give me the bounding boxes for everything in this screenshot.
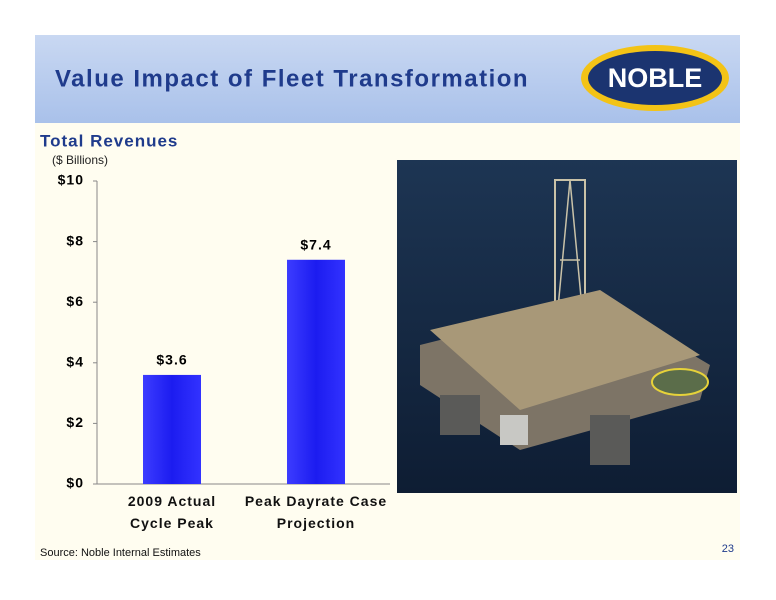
- value-label: $7.4: [300, 236, 331, 252]
- y-tick-label: $0: [66, 475, 84, 491]
- y-tick-label: $8: [66, 232, 84, 248]
- page-number: 23: [722, 543, 734, 555]
- y-tick-label: $4: [66, 354, 84, 370]
- logo-text: NOBLE: [608, 63, 703, 93]
- bar: [287, 259, 345, 484]
- y-tick-label: $2: [66, 414, 84, 430]
- chart-title: Total Revenues: [40, 131, 178, 150]
- x-tick-label: 2009 Actual Cycle Peak: [127, 493, 217, 531]
- x-tick-label: Peak Dayrate Case Projection: [244, 493, 388, 531]
- y-tick-label: $10: [58, 172, 84, 188]
- chart-subtitle: ($ Billions): [52, 153, 108, 167]
- logo: NOBLE: [581, 45, 729, 111]
- bar: [143, 374, 201, 484]
- value-label: $3.6: [156, 352, 187, 368]
- y-tick-label: $6: [66, 293, 84, 309]
- slide-title: Value Impact of Fleet Transformation: [55, 65, 529, 92]
- source: Source: Noble Internal Estimates: [40, 547, 201, 559]
- rig-photo: [397, 160, 737, 493]
